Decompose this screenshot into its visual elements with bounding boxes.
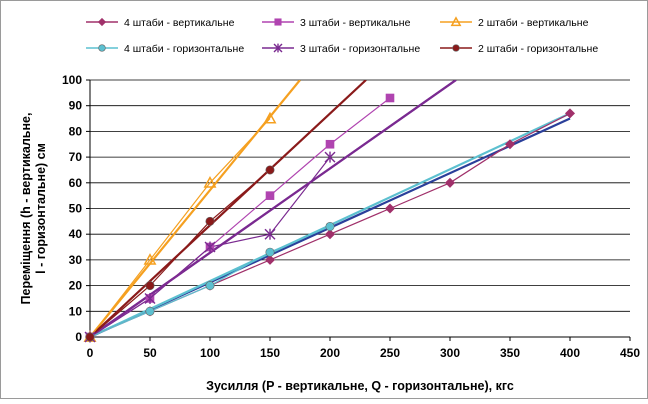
x-axis-title: Зусилля (P - вертикальне, Q - горизонтал…: [206, 379, 514, 393]
data-point-series-3: [143, 253, 157, 265]
data-point-series-1: [264, 254, 276, 265]
y-tick-label: 20: [69, 279, 83, 293]
data-point-series-5: [144, 292, 156, 304]
legend-marker: [98, 44, 106, 52]
y-tick-label: 30: [69, 253, 83, 267]
y-tick-label: 0: [75, 330, 82, 344]
grid: [90, 79, 630, 312]
y-tick-label: 80: [69, 124, 83, 138]
data-markers: [83, 93, 576, 343]
y-tick-label: 90: [69, 99, 83, 113]
data-point-series-1: [564, 108, 576, 119]
legend-marker: [274, 18, 282, 26]
y-axis-title-line: Переміщення (h - вертикальне,: [19, 113, 33, 305]
data-point-series-5: [204, 241, 216, 253]
legend-item-3: 2 штаби - вертикальне: [440, 16, 589, 29]
data-point-series-3: [203, 176, 217, 188]
legend-marker: [450, 16, 462, 27]
legend-label: 4 штаби - горизонтальне: [124, 43, 244, 55]
data-point-series-5: [264, 228, 276, 240]
legend: 4 штаби - вертикальне 3 штаби - вертикаль…: [86, 16, 598, 55]
y-axis-title-line: l - горизонтальне) см: [34, 143, 48, 274]
trend-line-series-6: [90, 80, 367, 337]
legend-label: 3 штаби - вертикальне: [300, 17, 411, 29]
data-point-series-4: [145, 306, 155, 316]
x-tick-label: 50: [143, 346, 157, 360]
data-point-series-1: [324, 229, 336, 240]
legend-item-6: 2 штаби - горизонтальне: [440, 43, 598, 55]
legend-item-5: 3 штаби - горизонтальне: [262, 43, 420, 55]
legend-item-1: 4 штаби - вертикальне: [86, 17, 235, 29]
data-point-series-3: [263, 111, 277, 124]
y-tick-label: 10: [69, 304, 83, 318]
y-tick-label: 60: [69, 176, 83, 190]
legend-marker: [273, 43, 283, 53]
y-tick-label: 100: [62, 73, 82, 87]
axes: 0 50 100 150 200 250 300 350 400 450 0 10 20 30 40 50 60…: [62, 73, 640, 360]
legend-marker: [452, 44, 460, 52]
data-point-series-5: [324, 151, 336, 163]
legend-label: 2 штаби - вертикальне: [478, 17, 589, 29]
x-tick-label: 450: [620, 346, 640, 360]
series-line-3: [89, 118, 271, 338]
data-point-series-2: [325, 139, 335, 149]
y-tick-label: 70: [69, 150, 83, 164]
series-line-6: [89, 169, 271, 338]
data-point-series-6: [85, 332, 95, 342]
legend-marker: [97, 17, 107, 27]
x-tick-label: 350: [500, 346, 520, 360]
data-point-series-4: [265, 247, 275, 257]
data-point-series-6: [205, 216, 215, 226]
x-tick-label: 250: [380, 346, 400, 360]
legend-label: 4 штаби - вертикальне: [124, 17, 235, 29]
data-point-series-2: [385, 93, 395, 103]
data-point-series-1: [444, 177, 456, 188]
x-tick-label: 200: [320, 346, 340, 360]
legend-item-4: 4 штаби - горизонтальне: [86, 43, 244, 55]
data-point-series-1: [504, 139, 516, 150]
y-axis-title: Переміщення (h - вертикальне, l - горизон…: [19, 113, 48, 305]
data-point-series-4: [205, 281, 215, 291]
data-point-series-1: [384, 203, 396, 214]
x-tick-label: 0: [87, 346, 94, 360]
y-tick-label: 40: [69, 227, 83, 241]
y-tick-label: 50: [69, 202, 83, 216]
data-point-series-2: [265, 191, 275, 200]
legend-item-2: 3 штаби - вертикальне: [262, 17, 411, 29]
data-point-series-6: [265, 165, 275, 175]
legend-label: 3 штаби - горизонтальне: [300, 43, 420, 55]
x-tick-label: 400: [560, 346, 580, 360]
x-tick-label: 150: [260, 346, 280, 360]
data-point-series-6: [145, 281, 155, 291]
x-tick-label: 300: [440, 346, 460, 360]
x-tick-label: 100: [200, 346, 220, 360]
legend-label: 2 штаби - горизонтальне: [478, 43, 598, 55]
data-point-series-4: [325, 221, 335, 231]
